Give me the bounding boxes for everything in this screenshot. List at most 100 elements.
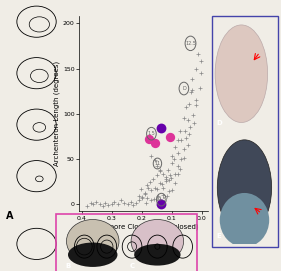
Point [178,157,183,162]
Point [188,125,192,130]
Point [182,147,186,151]
Point [158,180,162,185]
Point [131,203,135,207]
Point [168,135,173,140]
Point [170,188,175,192]
Point [173,181,177,186]
Ellipse shape [217,140,272,235]
Point [179,138,183,142]
Point [182,116,186,121]
Point [182,129,187,133]
Ellipse shape [215,25,268,122]
Point [190,77,195,81]
Point [85,204,90,208]
Point [151,176,155,181]
Point [194,98,198,102]
Point [106,202,110,207]
Point [103,201,107,205]
Text: 10.5: 10.5 [156,197,167,202]
Ellipse shape [67,220,119,263]
Point [129,199,133,204]
Point [185,118,190,122]
X-axis label: Blastopore Closure (0 = closed): Blastopore Closure (0 = closed) [88,223,199,230]
Point [146,186,150,191]
Point [185,143,190,147]
Point [98,201,102,206]
Point [155,173,160,177]
Point [184,136,189,141]
Text: B: B [65,263,70,269]
Point [155,194,160,198]
Point [110,202,114,207]
Point [158,169,162,173]
Point [140,195,144,199]
Point [134,201,139,205]
Point [159,202,164,206]
Point [194,67,198,72]
Point [178,167,182,172]
Point [169,176,174,180]
Point [169,161,174,165]
Point [159,126,164,130]
Point [190,88,194,92]
Point [155,164,159,168]
Ellipse shape [68,243,117,267]
Ellipse shape [131,220,184,263]
Text: D: D [217,120,222,126]
Text: E: E [217,234,221,240]
Point [143,191,148,195]
Point [187,132,192,137]
Point [136,194,141,198]
Point [160,182,164,186]
Point [199,70,203,75]
Point [178,129,182,133]
Point [175,138,180,143]
Text: C: C [130,263,135,269]
Point [161,186,166,191]
Text: 1.5: 1.5 [148,131,155,136]
Ellipse shape [134,244,181,266]
Point [176,172,180,176]
Point [164,178,169,183]
Y-axis label: Archenteron Length (degrees): Archenteron Length (degrees) [53,61,60,166]
Point [121,201,126,205]
Point [145,183,150,188]
Text: A: A [6,211,13,221]
Point [173,172,177,176]
Point [158,168,162,172]
Text: 12.5: 12.5 [185,41,196,46]
Point [149,188,153,193]
Point [169,153,174,158]
Point [173,145,178,149]
Point [191,121,196,125]
Point [142,192,147,196]
Point [140,196,145,200]
Point [163,176,168,181]
Point [89,201,93,205]
Point [136,198,141,203]
Point [189,90,194,94]
Point [139,186,144,191]
Point [155,187,160,192]
Point [167,178,171,182]
Point [153,186,157,190]
Point [112,199,117,204]
Point [160,193,165,197]
Point [116,201,120,206]
Point [148,180,153,184]
Point [176,151,180,155]
Point [91,202,96,206]
Point [198,86,202,90]
Point [149,198,153,202]
Point [176,163,180,168]
Point [101,204,105,208]
Point [145,196,149,201]
Point [199,59,203,63]
Point [126,202,130,206]
Point [184,105,188,109]
Point [94,200,98,205]
Ellipse shape [220,193,269,247]
Point [166,167,170,172]
Point [153,141,158,145]
Point [153,158,157,163]
